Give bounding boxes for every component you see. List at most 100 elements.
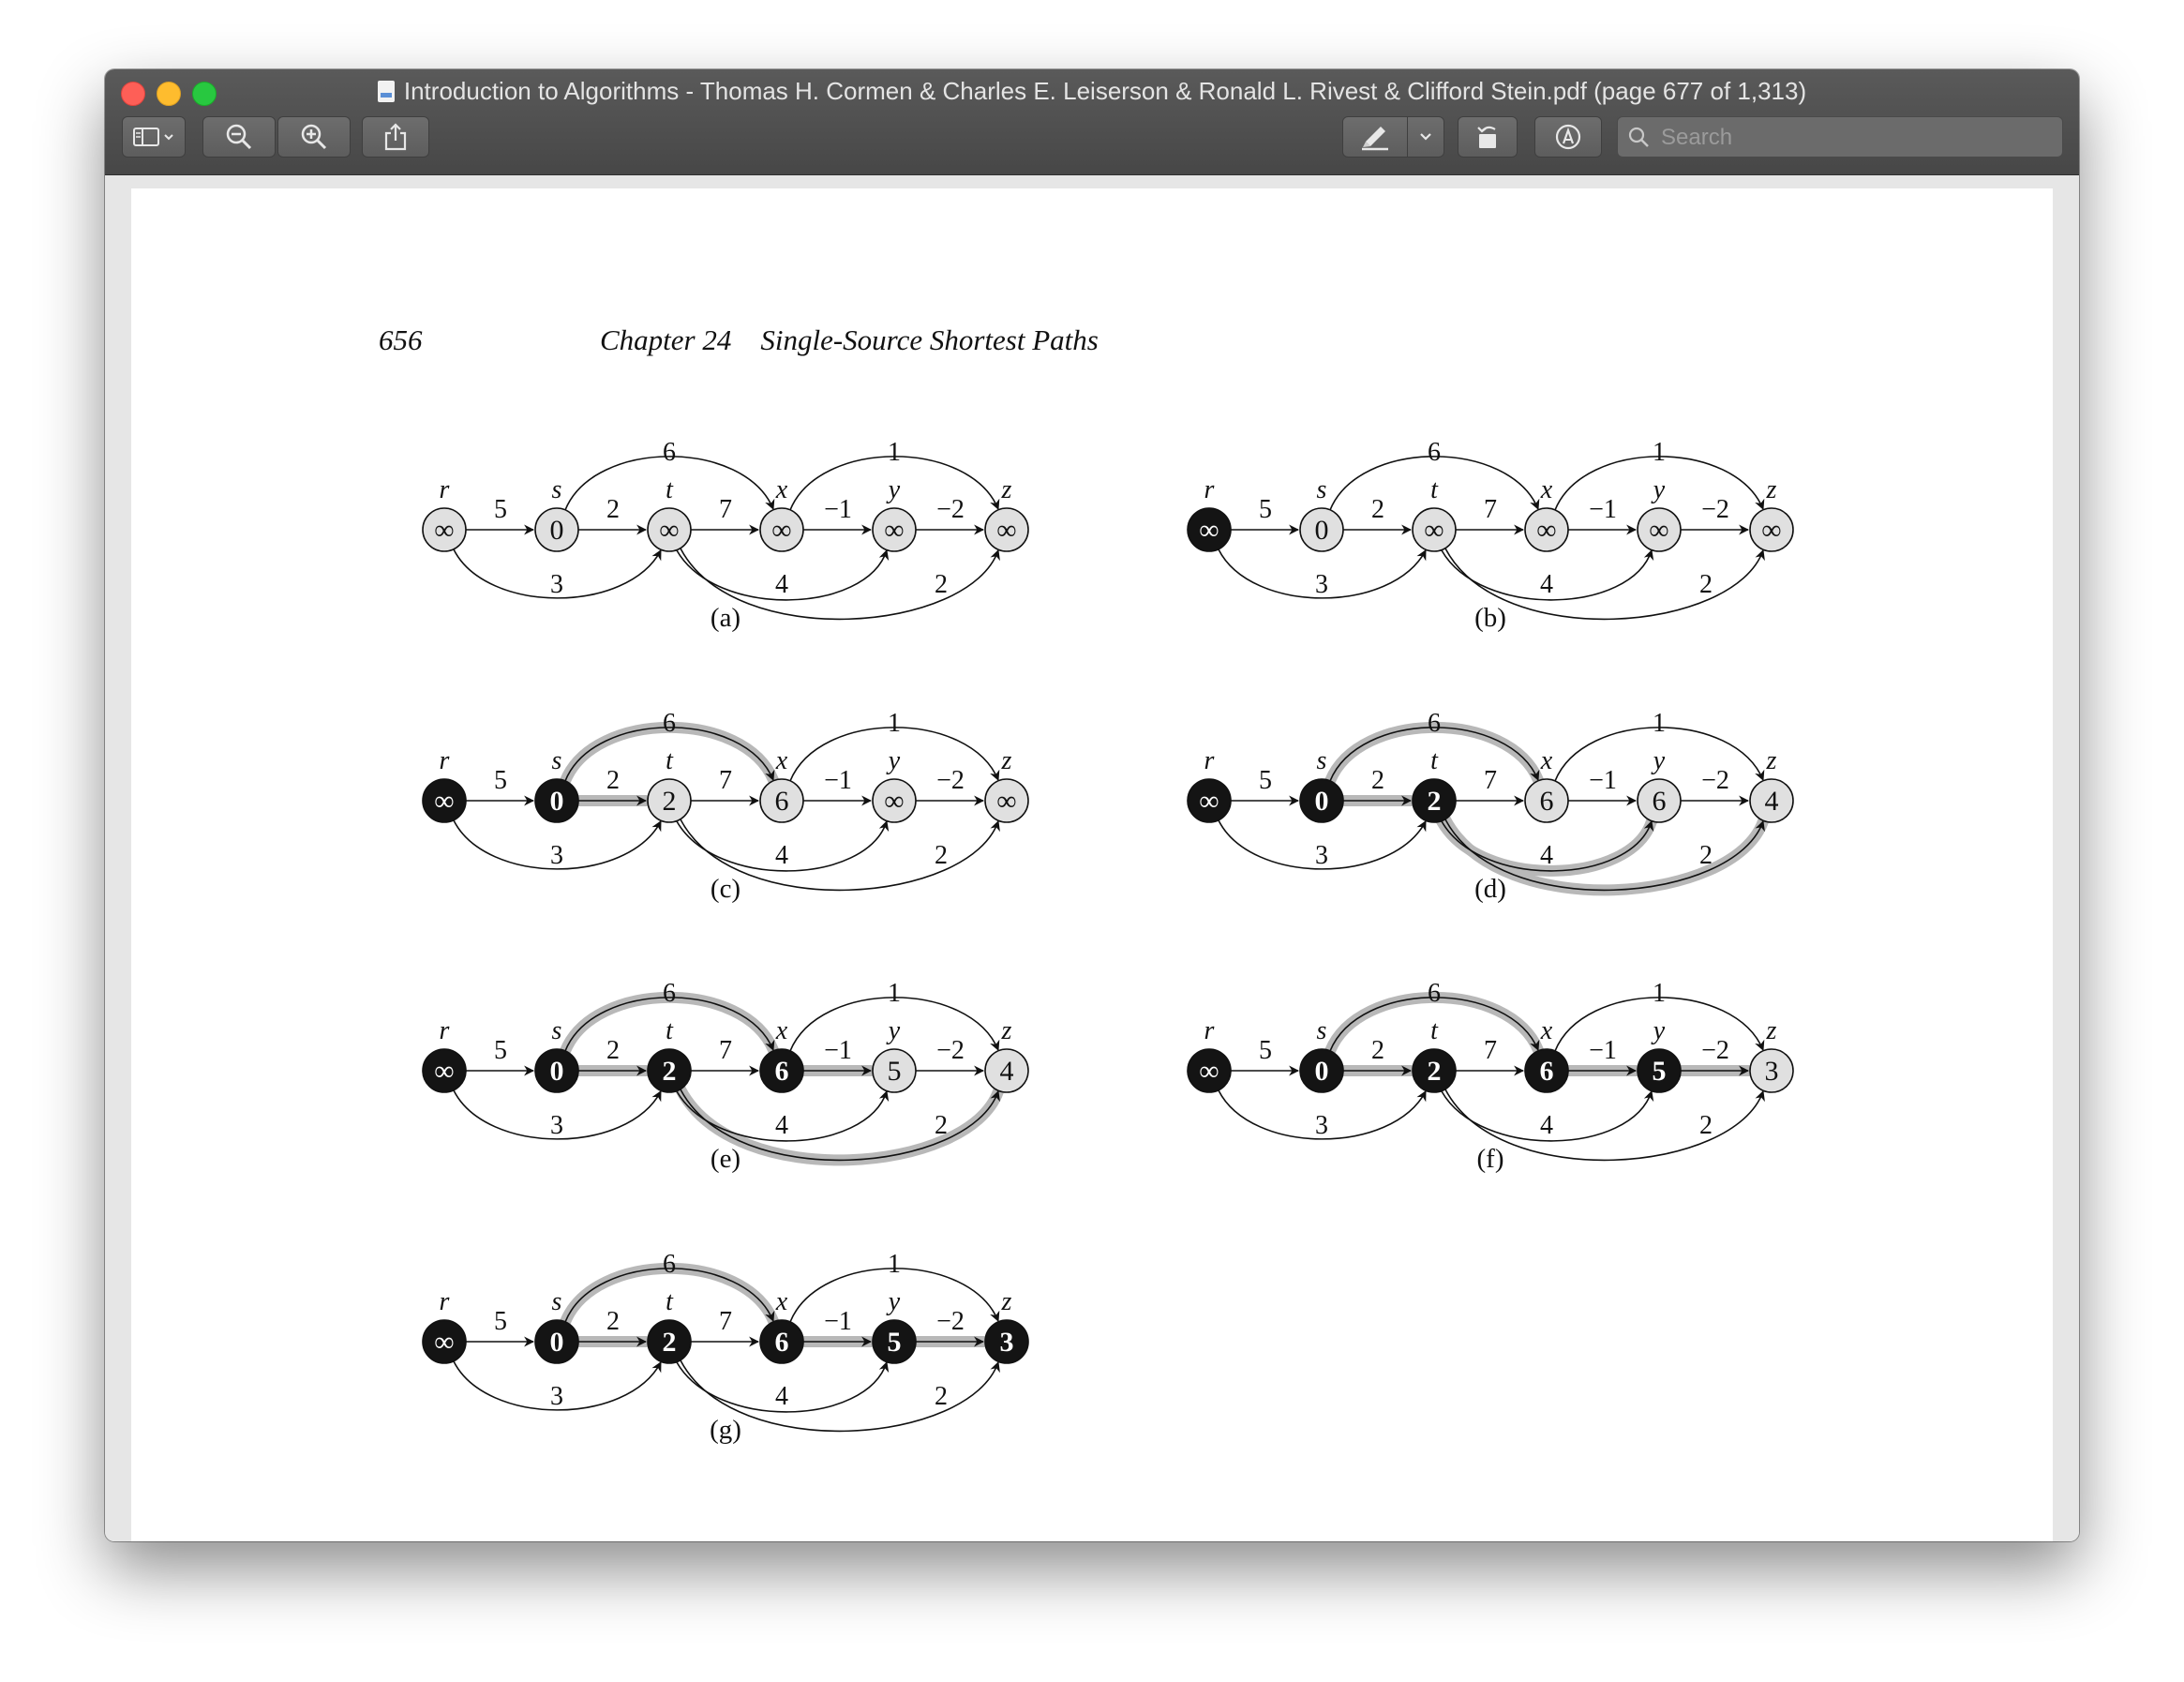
edge-weight: 5 [1259, 766, 1272, 795]
vertex-label-x: x [775, 1016, 788, 1045]
zoom-out-button[interactable] [202, 116, 276, 158]
panel-caption: (g) [710, 1415, 741, 1445]
edge-x-z [789, 456, 1000, 511]
search-field[interactable] [1617, 116, 2063, 158]
vertex-label-y: y [886, 1016, 901, 1045]
vertex-label-r: r [440, 746, 450, 775]
vertex-distance-r: ∞ [434, 1327, 454, 1358]
vertex-t [1412, 778, 1457, 823]
highlight-options-button[interactable] [1407, 116, 1444, 158]
vertex-label-x: x [775, 475, 788, 504]
edge-r-t [1218, 819, 1427, 870]
edge-weight: −2 [936, 495, 965, 524]
minimize-window-button[interactable] [157, 82, 181, 106]
edge-t-z [1444, 1089, 1765, 1162]
edge-weight: −1 [1589, 766, 1617, 795]
graph-panel: 5 2 7 −1 −2 6 1 3 4 2 ∞ r 0 s 2 t 6 x 6 y 4 z [1187, 709, 1794, 896]
share-button[interactable] [362, 116, 429, 158]
edge-t-z [680, 548, 1000, 621]
zoom-window-button[interactable] [192, 82, 217, 106]
edge-s-x [1329, 456, 1540, 511]
vertex-label-s: s [552, 1016, 562, 1045]
document-view[interactable]: 656 Chapter 24 Single-Source Shortest Pa… [105, 175, 2079, 1541]
edge-weight: 1 [888, 1250, 901, 1279]
sidebar-toggle-button[interactable] [122, 116, 186, 158]
vertex-s [1299, 507, 1344, 552]
edge-weight: 7 [719, 766, 732, 795]
vertex-distance-r: ∞ [434, 786, 454, 817]
vertex-x [1524, 1048, 1569, 1093]
window-title: Introduction to Algorithms - Thomas H. C… [403, 77, 1807, 105]
edge-weight: 4 [1540, 841, 1553, 870]
close-window-button[interactable] [121, 82, 145, 106]
vertex-distance-x: ∞ [1536, 515, 1556, 546]
edge-weight: 7 [719, 495, 732, 524]
edge-weight: 1 [1653, 709, 1666, 738]
vertex-label-z: z [1766, 746, 1777, 775]
markup-button[interactable] [1534, 116, 1602, 158]
vertex-label-z: z [1766, 475, 1777, 504]
vertex-label-s: s [1317, 746, 1327, 775]
edge-weight: 2 [606, 766, 620, 795]
graph-panel: 5 2 7 −1 −2 6 1 3 4 2 ∞ r 0 s 2 t 6 x 5 y 4 z [422, 979, 1029, 1166]
edge-weight: 2 [935, 570, 948, 599]
vertex-z [984, 778, 1029, 823]
panel-caption: (f) [1476, 1144, 1504, 1174]
edge-t-y [676, 1360, 890, 1413]
graph-panel: 5 2 7 −1 −2 6 1 3 4 2 ∞ r 0 s ∞ t ∞ x ∞ y ∞ z [1187, 438, 1794, 621]
search-input[interactable] [1659, 123, 2057, 153]
edge-weight: 2 [1371, 766, 1384, 795]
edge-weight: 2 [606, 495, 620, 524]
vertex-y [1637, 507, 1682, 552]
vertex-distance-y: ∞ [884, 786, 904, 817]
pdf-page: 656 Chapter 24 Single-Source Shortest Pa… [131, 188, 2053, 1541]
highlight-button[interactable] [1342, 116, 1408, 158]
vertex-r [1187, 778, 1232, 823]
edge-weight: 6 [663, 1250, 676, 1279]
edge-r-t [1218, 1089, 1427, 1140]
vertex-t [647, 1319, 692, 1364]
vertex-distance-s: 0 [1315, 786, 1329, 817]
vertex-r [422, 1319, 467, 1364]
pdf-document-icon [377, 81, 395, 102]
vertex-distance-r: ∞ [434, 515, 454, 546]
edge-r-t [453, 819, 662, 870]
vertex-distance-r: ∞ [434, 1056, 454, 1087]
vertex-distance-z: 4 [1000, 1056, 1014, 1087]
vertex-label-t: t [666, 1287, 674, 1316]
vertex-distance-s: 0 [550, 1056, 564, 1087]
vertex-x [759, 778, 804, 823]
vertex-label-y: y [1651, 1016, 1666, 1045]
vertex-r [1187, 507, 1232, 552]
edge-s-x [564, 456, 775, 511]
edge-t-y [676, 819, 890, 872]
rotate-button[interactable] [1458, 116, 1518, 158]
edge-weight: 2 [935, 1382, 948, 1411]
vertex-r [422, 778, 467, 823]
vertex-t [1412, 507, 1457, 552]
zoom-in-icon [301, 124, 327, 150]
edge-s-x [564, 727, 775, 782]
edge-weight: 2 [606, 1307, 620, 1336]
edge-s-x [1329, 727, 1540, 782]
vertex-t [647, 778, 692, 823]
vertex-z [1749, 1048, 1794, 1093]
edge-weight: 6 [663, 709, 676, 738]
vertex-distance-y: 6 [1653, 786, 1667, 817]
edge-weight: −1 [824, 495, 852, 524]
vertex-distance-t: 2 [1428, 1056, 1442, 1087]
vertex-label-z: z [1001, 1287, 1012, 1316]
edge-x-z [789, 997, 1000, 1052]
share-icon [384, 123, 407, 151]
highlight-pen-icon [1362, 127, 1388, 151]
zoom-in-button[interactable] [277, 116, 351, 158]
edge-weight: 4 [1540, 1111, 1553, 1140]
edge-weight: 5 [494, 766, 507, 795]
vertex-s [1299, 1048, 1344, 1093]
edge-weight: 4 [775, 841, 788, 870]
vertex-label-r: r [1204, 475, 1215, 504]
edge-weight: −2 [1701, 495, 1729, 524]
edge-weight: 1 [1653, 979, 1666, 1008]
vertex-label-r: r [1204, 746, 1215, 775]
edge-s-x [564, 997, 775, 1052]
